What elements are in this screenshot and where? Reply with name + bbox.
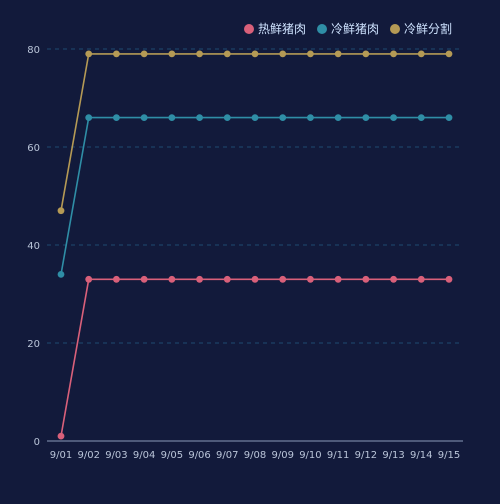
data-point[interactable] <box>334 114 342 121</box>
legend-item-3[interactable]: 冷鲜分割 <box>390 21 452 36</box>
series-layer <box>57 50 453 440</box>
x-tick-label: 9/12 <box>355 450 377 461</box>
legend: 热鲜猪肉 冷鲜猪肉 冷鲜分割 <box>244 21 452 36</box>
data-point[interactable] <box>445 114 453 121</box>
data-point[interactable] <box>362 114 370 121</box>
data-point[interactable] <box>140 50 148 58</box>
x-tick-label: 9/04 <box>133 450 155 461</box>
series-line <box>60 278 449 437</box>
data-point[interactable] <box>251 114 259 121</box>
data-point[interactable] <box>113 50 120 58</box>
data-point[interactable] <box>113 275 120 283</box>
data-point[interactable] <box>251 275 259 283</box>
data-point[interactable] <box>417 114 425 121</box>
x-tick-label: 9/07 <box>216 450 238 461</box>
data-point[interactable] <box>279 114 287 121</box>
data-point[interactable] <box>168 114 176 121</box>
data-point[interactable] <box>168 275 176 283</box>
data-point[interactable] <box>390 114 397 121</box>
data-point[interactable] <box>223 114 231 121</box>
data-point[interactable] <box>445 50 453 58</box>
y-tick-label: 80 <box>27 45 40 56</box>
data-point[interactable] <box>85 50 93 58</box>
legend-marker <box>244 24 254 34</box>
data-point[interactable] <box>390 275 397 283</box>
x-tick-label: 9/14 <box>410 450 432 461</box>
legend-item-2[interactable]: 冷鲜猪肉 <box>317 22 379 36</box>
series-2 <box>57 114 453 278</box>
legend-item-1[interactable]: 热鲜猪肉 <box>244 22 306 36</box>
data-point[interactable] <box>307 275 314 283</box>
data-point[interactable] <box>251 50 259 58</box>
data-point[interactable] <box>362 50 370 58</box>
series-line <box>60 116 449 275</box>
legend-label: 热鲜猪肉 <box>258 22 306 36</box>
data-point[interactable] <box>362 275 370 283</box>
data-point[interactable] <box>223 50 231 58</box>
data-point[interactable] <box>57 271 65 278</box>
data-point[interactable] <box>57 432 65 440</box>
y-tick-label: 0 <box>34 437 40 448</box>
data-point[interactable] <box>307 114 314 121</box>
data-point[interactable] <box>57 207 65 215</box>
data-point[interactable] <box>196 50 203 58</box>
x-tick-label: 9/13 <box>382 450 404 461</box>
data-point[interactable] <box>196 275 203 283</box>
x-tick-label: 9/05 <box>161 450 183 461</box>
data-point[interactable] <box>168 50 176 58</box>
x-tick-label: 9/11 <box>327 450 349 461</box>
legend-label: 冷鲜猪肉 <box>331 22 379 36</box>
y-tick-label: 20 <box>27 339 40 350</box>
data-point[interactable] <box>223 275 231 283</box>
data-point[interactable] <box>113 114 120 121</box>
data-point[interactable] <box>417 50 425 58</box>
series-3 <box>57 50 453 215</box>
data-point[interactable] <box>279 275 287 283</box>
axis-layer: 0 20 40 60 80 9/01 9/02 9/03 9/04 9/05 9/06 9/07 9/0… <box>27 45 463 461</box>
data-point[interactable] <box>334 50 342 58</box>
data-point[interactable] <box>334 275 342 283</box>
x-tick-label: 9/06 <box>188 450 210 461</box>
data-point[interactable] <box>140 275 148 283</box>
data-point[interactable] <box>279 50 287 58</box>
legend-label: 冷鲜分割 <box>404 21 452 36</box>
grid-layer <box>47 48 463 344</box>
y-tick-label: 60 <box>27 143 40 154</box>
data-point[interactable] <box>85 114 93 121</box>
data-point[interactable] <box>307 50 314 58</box>
series-line <box>60 53 449 211</box>
x-tick-label: 9/10 <box>299 450 321 461</box>
x-tick-label: 9/01 <box>50 450 72 461</box>
series-1 <box>57 275 453 440</box>
data-point[interactable] <box>140 114 148 121</box>
data-point[interactable] <box>445 275 453 283</box>
x-tick-label: 9/09 <box>271 450 293 461</box>
x-tick-label: 9/03 <box>105 450 127 461</box>
data-point[interactable] <box>417 275 425 283</box>
data-point[interactable] <box>390 50 397 58</box>
legend-marker <box>317 24 327 34</box>
y-tick-label: 40 <box>27 241 40 252</box>
data-point[interactable] <box>196 114 203 121</box>
x-tick-label: 9/08 <box>244 450 266 461</box>
data-point[interactable] <box>85 275 93 283</box>
legend-marker <box>390 24 400 34</box>
x-tick-label: 9/15 <box>438 450 460 461</box>
x-tick-label: 9/02 <box>77 450 99 461</box>
